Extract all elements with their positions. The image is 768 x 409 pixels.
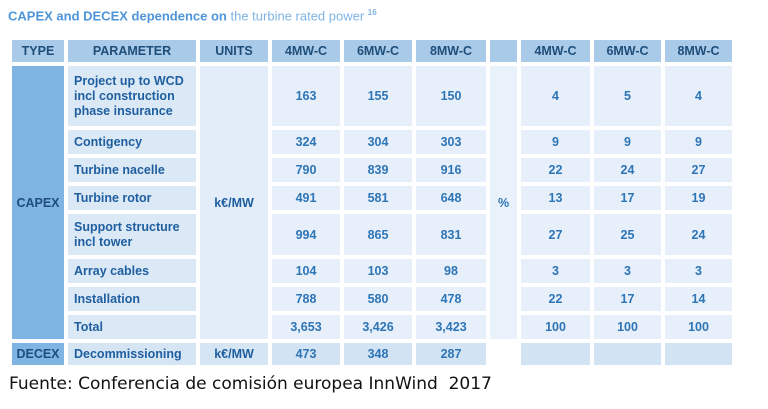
value-cell: 304 [344, 130, 412, 154]
value-cell: 865 [344, 214, 412, 255]
percent-cell: 27 [521, 214, 590, 255]
percent-units-cell: % [490, 66, 517, 339]
col-header-type: TYPE [12, 40, 64, 62]
value-cell: 473 [272, 343, 340, 365]
col-header-6mw-pct: 6MW-C [594, 40, 661, 62]
percent-cell [594, 343, 661, 365]
units-cell-decex: k€/MW [200, 343, 268, 365]
table-row-contigency: Contigency 324 304 303 9 9 9 [12, 130, 732, 154]
value-cell: 916 [416, 158, 486, 182]
parameter-cell: Support structure incl tower [68, 214, 196, 255]
value-cell: 788 [272, 287, 340, 311]
percent-cell: 17 [594, 287, 661, 311]
col-header-units: UNITS [200, 40, 268, 62]
value-cell: 994 [272, 214, 340, 255]
percent-cell: 19 [665, 186, 732, 210]
col-header-4mw-keur: 4MW-C [272, 40, 340, 62]
col-header-spacer [490, 40, 517, 62]
value-cell: 98 [416, 259, 486, 283]
table-row-installation: Installation 788 580 478 22 17 14 [12, 287, 732, 311]
decex-group-cell: DECEX [12, 343, 64, 365]
percent-cell: 4 [521, 66, 590, 126]
percent-cell [521, 343, 590, 365]
percent-cell: 22 [521, 287, 590, 311]
table-row-nacelle: Turbine nacelle 790 839 916 22 24 27 [12, 158, 732, 182]
value-cell: 103 [344, 259, 412, 283]
value-cell: 303 [416, 130, 486, 154]
percent-cell: 100 [521, 315, 590, 339]
value-cell: 478 [416, 287, 486, 311]
table-row-total: Total 3,653 3,426 3,423 100 100 100 [12, 315, 732, 339]
table-row-cables: Array cables 104 103 98 3 3 3 [12, 259, 732, 283]
percent-cell: 25 [594, 214, 661, 255]
table-row-rotor: Turbine rotor 491 581 648 13 17 19 [12, 186, 732, 210]
value-cell: 287 [416, 343, 486, 365]
percent-cell: 3 [521, 259, 590, 283]
table-row-support: Support structure incl tower 994 865 831… [12, 214, 732, 255]
table-row-project: CAPEX Project up to WCD incl constructio… [12, 66, 732, 339]
parameter-cell: Array cables [68, 259, 196, 283]
percent-cell: 22 [521, 158, 590, 182]
parameter-cell: Project up to WCD incl construction phas… [68, 66, 196, 126]
percent-cell: 100 [665, 315, 732, 339]
percent-cell: 3 [594, 259, 661, 283]
value-cell: 581 [344, 186, 412, 210]
capex-group-cell: CAPEX [12, 66, 64, 339]
parameter-cell: Turbine nacelle [68, 158, 196, 182]
parameter-cell: Decommissioning [68, 343, 196, 365]
value-cell: 104 [272, 259, 340, 283]
value-cell: 3,653 [272, 315, 340, 339]
parameter-cell: Contigency [68, 130, 196, 154]
source-caption: Fuente: Conferencia de comisión europea … [9, 374, 492, 394]
parameter-cell: Total [68, 315, 196, 339]
percent-cell: 9 [521, 130, 590, 154]
parameter-cell: Turbine rotor [68, 186, 196, 210]
col-header-4mw-pct: 4MW-C [521, 40, 590, 62]
value-cell: 163 [272, 66, 340, 126]
value-cell: 580 [344, 287, 412, 311]
value-cell: 155 [344, 66, 412, 126]
parameter-cell: Installation [68, 287, 196, 311]
col-header-parameter: PARAMETER [68, 40, 196, 62]
value-cell: 839 [344, 158, 412, 182]
percent-cell: 9 [665, 130, 732, 154]
table-row-decommissioning: DECEX Decommissioning k€/MW 473 348 287 [12, 343, 732, 365]
title-bold-segment: CAPEX and DECEX dependence on [8, 8, 227, 24]
percent-cell: 3 [665, 259, 732, 283]
percent-cell [665, 343, 732, 365]
value-cell: 3,426 [344, 315, 412, 339]
value-cell: 790 [272, 158, 340, 182]
capex-decex-table: TYPE PARAMETER UNITS 4MW-C 6MW-C 8MW-C 4… [8, 36, 736, 369]
empty-spacer-cell [490, 343, 517, 365]
value-cell: 648 [416, 186, 486, 210]
percent-cell: 17 [594, 186, 661, 210]
col-header-8mw-keur: 8MW-C [416, 40, 486, 62]
percent-cell: 13 [521, 186, 590, 210]
col-header-6mw-keur: 6MW-C [344, 40, 412, 62]
value-cell: 491 [272, 186, 340, 210]
percent-cell: 24 [665, 214, 732, 255]
percent-cell: 27 [665, 158, 732, 182]
value-cell: 3,423 [416, 315, 486, 339]
percent-cell: 5 [594, 66, 661, 126]
value-cell: 150 [416, 66, 486, 126]
table-header-row: TYPE PARAMETER UNITS 4MW-C 6MW-C 8MW-C 4… [12, 40, 732, 62]
page-title: CAPEX and DECEX dependence on the turbin… [8, 5, 377, 23]
value-cell: 324 [272, 130, 340, 154]
title-light-segment: the turbine rated power [226, 8, 368, 24]
percent-cell: 14 [665, 287, 732, 311]
title-footnote-ref: 16 [367, 8, 377, 17]
percent-cell: 100 [594, 315, 661, 339]
value-cell: 348 [344, 343, 412, 365]
units-cell-capex: k€/MW [200, 66, 268, 339]
value-cell: 831 [416, 214, 486, 255]
percent-cell: 9 [594, 130, 661, 154]
percent-cell: 4 [665, 66, 732, 126]
col-header-8mw-pct: 8MW-C [665, 40, 732, 62]
percent-cell: 24 [594, 158, 661, 182]
